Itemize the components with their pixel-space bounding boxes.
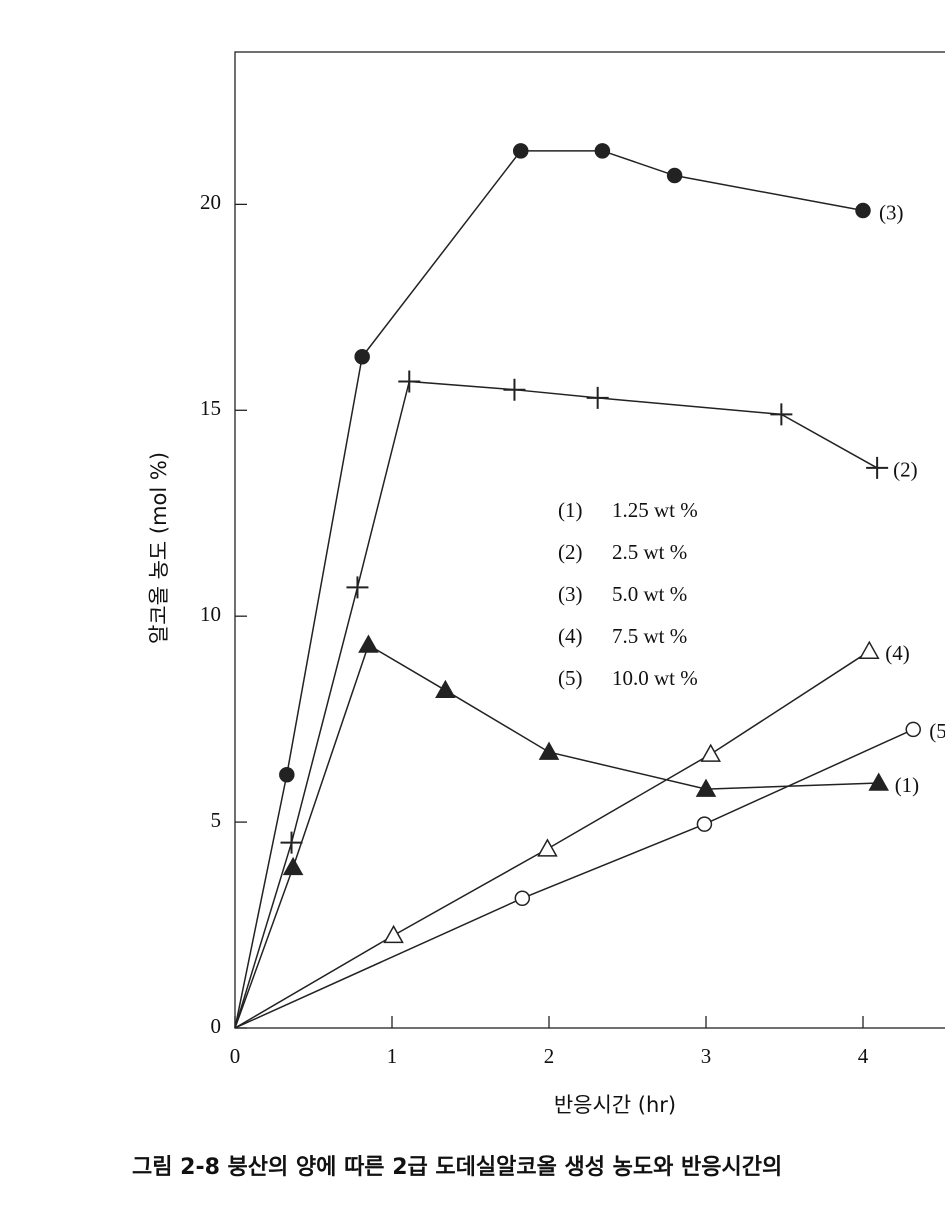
marker	[868, 772, 889, 791]
legend-description: 1.25 wt %	[612, 498, 698, 522]
marker	[435, 679, 456, 699]
y-axis-label: 알코올 농도 (mol %)	[147, 452, 171, 644]
series-line	[234, 643, 879, 1029]
marker	[770, 403, 793, 426]
legend-description: 5.0 wt %	[612, 582, 687, 606]
x-axis-label: 반응시간 (hr)	[554, 1093, 676, 1117]
legend-name: (2)	[558, 540, 583, 564]
caption: 그림 2-8 붕산의 양에 따른 2급 도데실알코올 생성 농도와 반응시간의	[132, 1155, 782, 1180]
marker	[700, 743, 721, 762]
marker	[503, 378, 526, 401]
series-line	[234, 650, 870, 1029]
marker	[538, 741, 560, 760]
y-tick-label: 5	[211, 808, 222, 832]
y-tick-label: 10	[200, 602, 221, 626]
marker	[666, 167, 683, 184]
marker	[696, 816, 713, 832]
legend-name: (5)	[558, 666, 583, 690]
marker	[279, 766, 295, 783]
legend-description: 2.5 wt %	[612, 540, 687, 564]
marker	[514, 890, 531, 907]
x-tick-label: 2	[544, 1044, 555, 1068]
marker	[537, 838, 558, 857]
y-tick-label: 20	[200, 190, 221, 214]
marker	[858, 640, 880, 659]
x-tick-label: 3	[701, 1044, 712, 1068]
x-tick-label: 4	[858, 1044, 869, 1068]
x-tick-label: 0	[230, 1044, 241, 1068]
marker	[346, 576, 369, 599]
y-tick-label: 0	[211, 1014, 222, 1038]
marker	[383, 924, 404, 944]
x-tick-label: 1	[387, 1044, 398, 1068]
legend-name: (1)	[558, 498, 583, 522]
legend-description: 7.5 wt %	[612, 624, 687, 648]
series-line	[234, 380, 878, 1029]
plot-frame	[234, 51, 945, 1029]
marker	[280, 831, 303, 854]
legend-name: (3)	[558, 582, 583, 606]
marker	[905, 721, 921, 738]
series-end-label: (2)	[893, 458, 918, 482]
series-end-label: (1)	[895, 773, 920, 797]
legend-name: (4)	[558, 624, 583, 648]
series-line	[234, 728, 914, 1029]
series-end-label: (3)	[879, 200, 904, 224]
marker	[695, 778, 717, 797]
series-end-label: (4)	[885, 641, 910, 665]
marker	[354, 348, 370, 365]
marker	[398, 370, 421, 393]
series-line	[234, 150, 864, 1029]
legend-description: 10.0 wt %	[612, 666, 698, 690]
marker	[282, 856, 304, 876]
marker	[586, 386, 609, 409]
marker	[512, 143, 529, 159]
marker	[594, 143, 611, 159]
marker	[855, 202, 871, 219]
series-end-label: (5)	[929, 719, 945, 743]
marker	[866, 456, 889, 479]
y-tick-label: 15	[200, 396, 221, 420]
marker	[358, 634, 379, 653]
